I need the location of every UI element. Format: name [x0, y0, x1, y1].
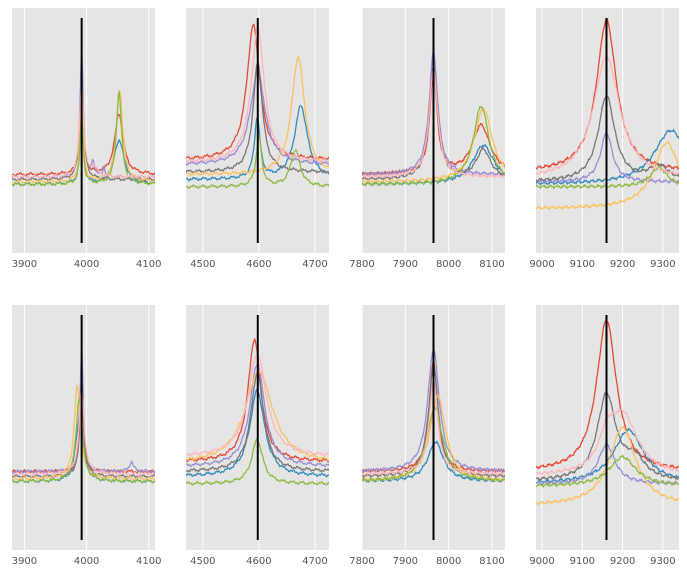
x-tick-label: 4500	[190, 259, 215, 270]
subplot-r1-c2: 7800 7900 8000 8100	[349, 305, 505, 567]
x-tick-label: 9000	[529, 259, 554, 270]
x-tick-label: 9200	[610, 259, 635, 270]
series-line-s6	[536, 454, 679, 489]
series-line-s2	[536, 128, 679, 187]
x-tick-label: 4000	[74, 259, 99, 270]
series-line-s7	[536, 408, 679, 476]
subplot-r0-c1: 4500 4600 4700	[186, 8, 329, 270]
x-tick-label: 4600	[246, 259, 271, 270]
x-tick-label: 7800	[349, 259, 374, 270]
x-tick-label: 9000	[529, 556, 554, 567]
x-tick-label: 7800	[349, 556, 374, 567]
subplot-r0-c2: 7800 7900 8000 8100	[349, 8, 505, 270]
series-line-s1	[536, 318, 679, 470]
plot-background	[536, 305, 679, 550]
x-tick-label: 4600	[246, 556, 271, 567]
x-tick-label: 3900	[12, 556, 37, 567]
series-line-s5	[12, 384, 155, 481]
series-line-s7	[12, 84, 155, 180]
subplot-r1-c0: 3900 4000 4100	[12, 305, 162, 567]
subplot-r0-c0: 3900 4000 4100	[12, 8, 162, 270]
x-tick-label: 9100	[570, 556, 595, 567]
x-tick-label: 4700	[302, 556, 327, 567]
subplot-r1-c3: 9000 9100 9200 9300	[529, 305, 679, 567]
series-line-s7	[12, 390, 155, 477]
series-line-s4	[536, 391, 679, 482]
x-tick-label: 4500	[190, 556, 215, 567]
series-line-s6	[12, 398, 155, 484]
x-tick-label: 7900	[393, 556, 418, 567]
x-tick-label: 4100	[136, 556, 161, 567]
x-tick-label: 8000	[436, 556, 461, 567]
subplot-r1-c1: 4500 4600 4700	[186, 305, 329, 567]
x-tick-label: 8100	[479, 259, 504, 270]
x-tick-label: 3900	[12, 259, 37, 270]
plot-background	[536, 8, 679, 253]
x-tick-label: 7900	[393, 259, 418, 270]
series-line-s3	[536, 442, 679, 486]
series-line-s2	[536, 427, 679, 485]
x-tick-label: 9300	[650, 259, 675, 270]
subplot-r0-c3: 9000 9100 9200 9300	[529, 8, 679, 270]
series-line-s7	[536, 56, 679, 176]
series-line-s3	[536, 131, 679, 185]
x-tick-label: 8100	[479, 556, 504, 567]
x-tick-label: 9300	[650, 556, 675, 567]
x-tick-label: 4700	[302, 259, 327, 270]
series-line-s5	[536, 424, 679, 506]
x-tick-label: 4000	[74, 556, 99, 567]
series-line-s5	[536, 140, 679, 211]
series-line-s6	[536, 164, 679, 190]
x-tick-label: 9100	[570, 259, 595, 270]
x-tick-label: 8000	[436, 259, 461, 270]
x-tick-label: 4100	[136, 259, 161, 270]
x-tick-label: 9200	[610, 556, 635, 567]
series-line-s1	[536, 18, 679, 170]
series-line-s6	[12, 91, 155, 187]
